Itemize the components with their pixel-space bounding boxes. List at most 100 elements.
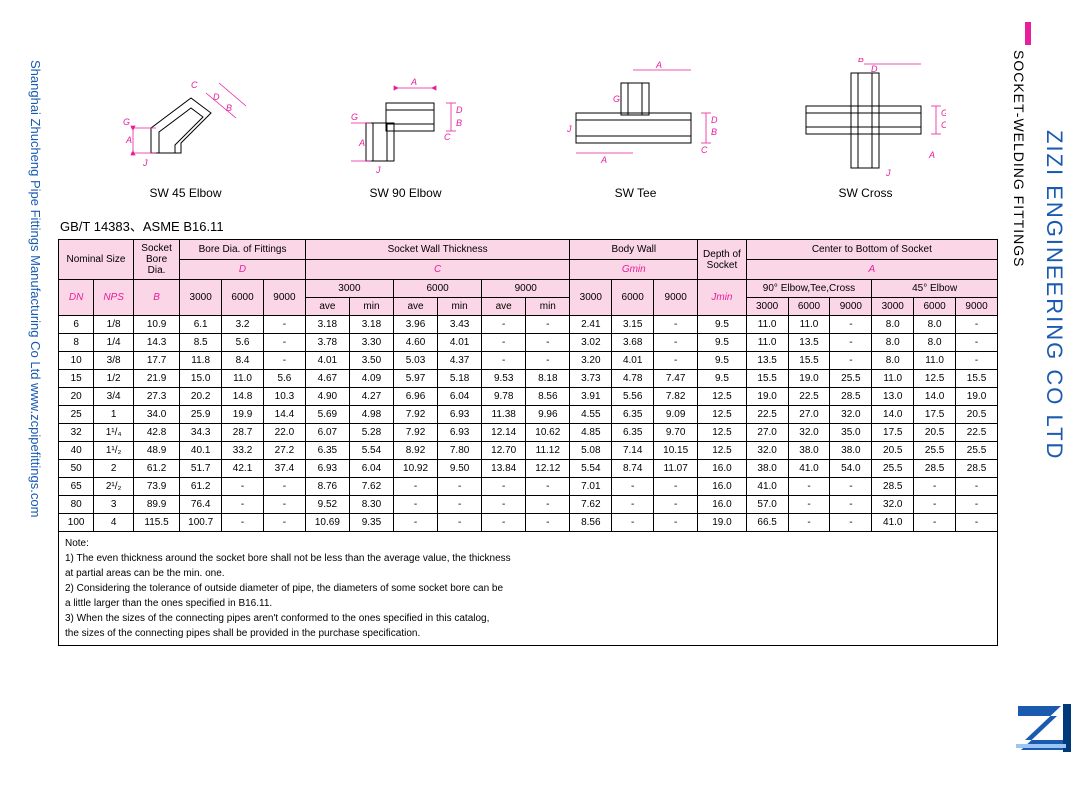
th-90etc: 90° Elbow,Tee,Cross — [746, 280, 872, 298]
table-cell: 5.6 — [263, 370, 305, 388]
table-cell: 7.80 — [438, 442, 482, 460]
table-cell: 34.0 — [133, 406, 179, 424]
table-cell: 2¹/₂ — [94, 478, 134, 496]
table-cell: 8.0 — [872, 334, 914, 352]
table-cell: 9.96 — [526, 406, 570, 424]
table-cell: 4.55 — [570, 406, 612, 424]
table-cell: 4.98 — [349, 406, 393, 424]
note-line: at partial areas can be the min. one. — [65, 566, 991, 581]
svg-text:B: B — [711, 127, 717, 137]
table-cell: 4.01 — [305, 352, 349, 370]
th-Jmin: Jmin — [698, 280, 746, 316]
table-row: 81/414.38.55.6-3.783.304.604.01--3.023.6… — [59, 334, 998, 352]
svg-text:G: G — [613, 94, 620, 104]
table-cell: 28.5 — [830, 388, 872, 406]
table-cell: - — [830, 352, 872, 370]
table-cell: - — [526, 496, 570, 514]
table-cell: 1/8 — [94, 316, 134, 334]
table-cell: 10.9 — [133, 316, 179, 334]
svg-text:D: D — [456, 105, 463, 115]
table-cell: - — [654, 352, 698, 370]
table-cell: 3.18 — [305, 316, 349, 334]
th-d3000: 3000 — [180, 280, 222, 316]
table-cell: 27.2 — [263, 442, 305, 460]
table-row: 1004115.5100.7--10.699.35----8.56--19.06… — [59, 514, 998, 532]
table-cell: 32.0 — [830, 406, 872, 424]
table-cell: 15.0 — [180, 370, 222, 388]
table-cell: 6 — [59, 316, 94, 334]
table-cell: - — [914, 478, 956, 496]
th-C: C — [305, 260, 570, 280]
table-cell: 9.78 — [482, 388, 526, 406]
th-D: D — [180, 260, 306, 280]
svg-text:G: G — [123, 117, 130, 127]
table-cell: 16.0 — [698, 478, 746, 496]
diagram-label: SW Cross — [786, 186, 946, 200]
th-a6000: 6000 — [914, 298, 956, 316]
table-cell: - — [654, 334, 698, 352]
table-cell: - — [482, 352, 526, 370]
table-cell: - — [830, 316, 872, 334]
th-a9000: 9000 — [830, 298, 872, 316]
svg-text:B: B — [858, 58, 864, 64]
table-cell: 6.35 — [612, 424, 654, 442]
note-line: the sizes of the connecting pipes shall … — [65, 626, 991, 641]
table-cell: 4.67 — [305, 370, 349, 388]
svg-text:G: G — [941, 108, 946, 118]
table-cell: 10 — [59, 352, 94, 370]
table-cell: - — [526, 334, 570, 352]
table-cell: - — [482, 334, 526, 352]
table-cell: 8.0 — [914, 316, 956, 334]
table-row: 203/427.320.214.810.34.904.276.966.049.7… — [59, 388, 998, 406]
th-ave: ave — [394, 298, 438, 316]
table-cell: 3.50 — [349, 352, 393, 370]
svg-text:D: D — [213, 92, 220, 102]
table-cell: 6.04 — [438, 388, 482, 406]
table-row: 50261.251.742.137.46.936.0410.929.5013.8… — [59, 460, 998, 478]
table-cell: 11.38 — [482, 406, 526, 424]
table-cell: 4.85 — [570, 424, 612, 442]
table-cell: 4.60 — [394, 334, 438, 352]
table-cell: 12.5 — [914, 370, 956, 388]
table-cell: 3.96 — [394, 316, 438, 334]
table-cell: 3.2 — [222, 316, 264, 334]
table-cell: 6.35 — [305, 442, 349, 460]
table-cell: - — [263, 514, 305, 532]
table-cell: 12.5 — [698, 424, 746, 442]
svg-text:A: A — [600, 155, 607, 165]
table-cell: 8.0 — [872, 352, 914, 370]
table-row: 25134.025.919.914.45.694.987.926.9311.38… — [59, 406, 998, 424]
table-cell: 7.62 — [349, 478, 393, 496]
table-cell: 3.30 — [349, 334, 393, 352]
table-cell: 21.9 — [133, 370, 179, 388]
th-a3000: 3000 — [872, 298, 914, 316]
table-cell: 11.0 — [914, 352, 956, 370]
table-cell: - — [526, 478, 570, 496]
svg-text:A: A — [928, 150, 935, 160]
table-cell: 32.0 — [746, 442, 788, 460]
table-cell: 4.01 — [438, 334, 482, 352]
svg-text:A: A — [410, 77, 417, 87]
table-cell: 9.53 — [482, 370, 526, 388]
table-cell: - — [654, 496, 698, 514]
table-cell: 17.5 — [914, 406, 956, 424]
th-a6000: 6000 — [788, 298, 830, 316]
th-boredia: Bore Dia. of Fittings — [180, 240, 306, 260]
th-c3000: 3000 — [305, 280, 393, 298]
table-cell: 6.35 — [612, 406, 654, 424]
table-cell: 7.92 — [394, 406, 438, 424]
table-cell: 7.47 — [654, 370, 698, 388]
table-cell: 10.69 — [305, 514, 349, 532]
table-cell: 61.2 — [180, 478, 222, 496]
table-cell: 42.8 — [133, 424, 179, 442]
table-cell: 19.0 — [698, 514, 746, 532]
section-title: SOCKET-WELDING FITTINGS — [1011, 50, 1027, 267]
table-cell: 3.15 — [612, 316, 654, 334]
table-cell: 5.54 — [349, 442, 393, 460]
th-ave: ave — [305, 298, 349, 316]
table-cell: 13.5 — [788, 334, 830, 352]
svg-text:B: B — [226, 103, 232, 113]
table-cell: 11.0 — [746, 334, 788, 352]
table-cell: 6.04 — [349, 460, 393, 478]
table-cell: - — [830, 514, 872, 532]
